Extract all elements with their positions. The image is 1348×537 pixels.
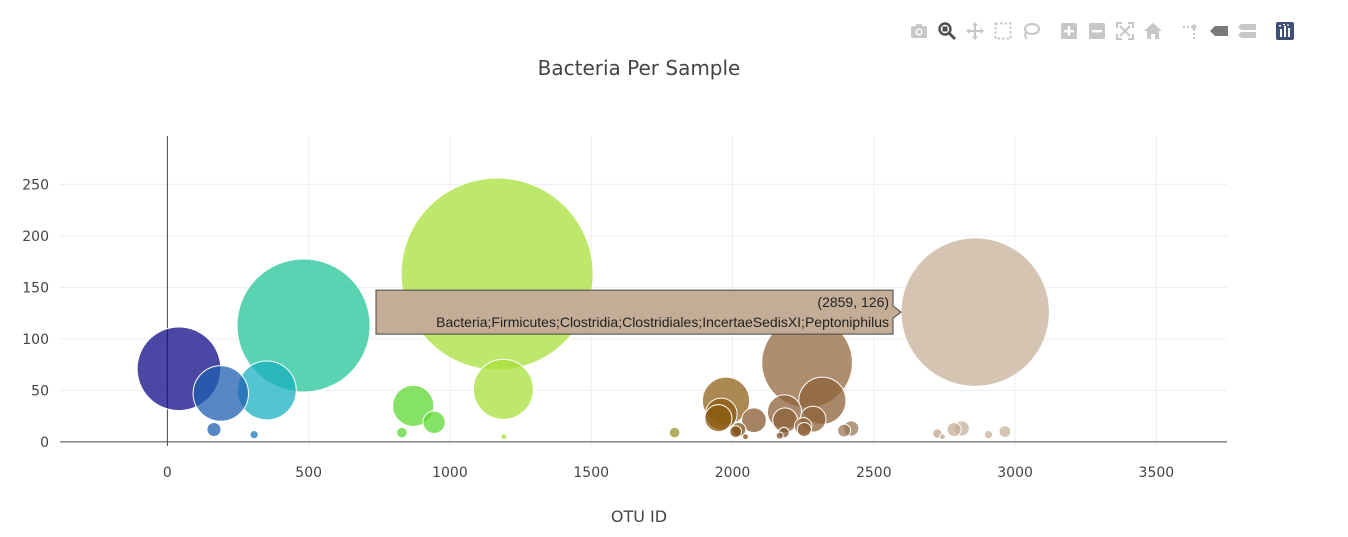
x-tick-label: 500 bbox=[295, 465, 322, 481]
bubble-marker[interactable] bbox=[396, 426, 408, 439]
x-tick-label: 2500 bbox=[856, 465, 892, 481]
x-tick-label: 2000 bbox=[715, 465, 751, 481]
x-tick-label: 0 bbox=[163, 465, 172, 481]
x-tick-label: 3000 bbox=[997, 465, 1033, 481]
bubble-marker[interactable] bbox=[704, 404, 733, 433]
bubble-marker[interactable] bbox=[668, 426, 681, 439]
hover-label: Bacteria;Firmicutes;Clostridia;Clostridi… bbox=[436, 314, 889, 330]
y-tick-label: 250 bbox=[22, 177, 49, 193]
y-tick-label: 50 bbox=[31, 383, 49, 399]
modebar bbox=[908, 20, 1302, 42]
hover-box bbox=[375, 289, 902, 335]
hover-compare-icon[interactable] bbox=[1236, 20, 1258, 42]
box-select-icon[interactable] bbox=[992, 20, 1014, 42]
hover-closest-icon[interactable] bbox=[1208, 20, 1230, 42]
bubble-marker[interactable] bbox=[741, 407, 767, 434]
bubble-marker[interactable] bbox=[837, 423, 852, 438]
bubble-marker[interactable] bbox=[729, 425, 743, 438]
bubble-marker[interactable] bbox=[998, 425, 1012, 438]
bubble-marker[interactable] bbox=[983, 430, 994, 440]
autoscale-icon[interactable] bbox=[1114, 20, 1136, 42]
y-tick-label: 100 bbox=[22, 332, 49, 348]
bubble-marker[interactable] bbox=[236, 258, 371, 393]
zoom-icon[interactable] bbox=[936, 20, 958, 42]
x-tick-label: 1000 bbox=[432, 465, 468, 481]
bubble-marker[interactable] bbox=[500, 433, 508, 441]
bubble-marker[interactable] bbox=[775, 431, 784, 440]
bubble-marker[interactable] bbox=[392, 384, 435, 427]
bubble-marker[interactable] bbox=[249, 430, 259, 440]
bubble-marker[interactable] bbox=[206, 421, 222, 438]
hover-coords: (2859, 126) bbox=[817, 294, 889, 310]
pan-icon[interactable] bbox=[964, 20, 986, 42]
bubble-marker[interactable] bbox=[400, 177, 594, 371]
bubble-marker[interactable] bbox=[192, 365, 249, 422]
bubble-marker[interactable] bbox=[796, 421, 812, 438]
bubbles[interactable] bbox=[136, 177, 1050, 441]
x-axis-title: OTU ID bbox=[611, 507, 667, 526]
zoom-out-icon[interactable] bbox=[1086, 20, 1108, 42]
x-tick-label: 3500 bbox=[1139, 465, 1175, 481]
axes: 0 500 1000 1500 2000 2500 3000 3500 0 50 100 150 200… bbox=[22, 136, 1227, 481]
bubble-marker[interactable] bbox=[946, 421, 962, 438]
zoom-in-icon[interactable] bbox=[1058, 20, 1080, 42]
reset-axes-icon[interactable] bbox=[1142, 20, 1164, 42]
y-tick-label: 200 bbox=[22, 229, 49, 245]
y-tick-label: 150 bbox=[22, 280, 49, 296]
lasso-select-icon[interactable] bbox=[1020, 20, 1042, 42]
bubble-marker[interactable] bbox=[472, 358, 534, 420]
bubble-marker[interactable] bbox=[422, 410, 446, 435]
x-tick-label: 1500 bbox=[573, 465, 609, 481]
bubble-marker[interactable] bbox=[742, 433, 749, 441]
plotly-logo-icon[interactable] bbox=[1274, 20, 1296, 42]
y-tick-label: 0 bbox=[40, 435, 49, 451]
camera-icon[interactable] bbox=[908, 20, 930, 42]
bubble-marker[interactable] bbox=[900, 237, 1050, 387]
chart-title: Bacteria Per Sample bbox=[538, 56, 741, 80]
bubble-marker[interactable] bbox=[939, 433, 946, 441]
hover-tooltip: (2859, 126) Bacteria;Firmicutes;Clostrid… bbox=[375, 289, 902, 335]
spike-lines-icon[interactable] bbox=[1180, 20, 1202, 42]
